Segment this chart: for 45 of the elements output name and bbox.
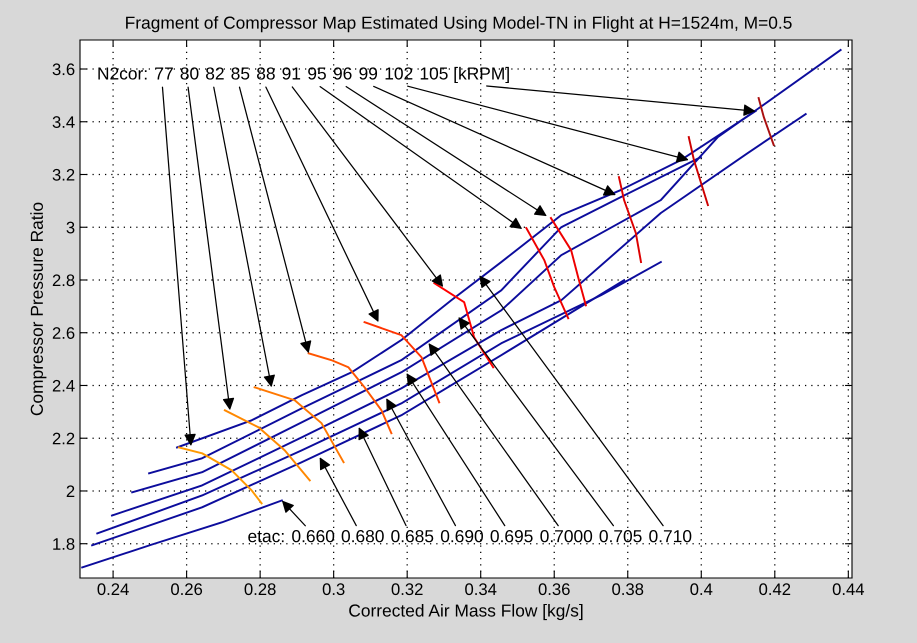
annotation: 0.685 <box>391 530 434 542</box>
annotation: 91 <box>282 67 300 80</box>
y-tick-label: 3.2 <box>52 168 74 181</box>
x-tick-label: 0.44 <box>832 583 864 596</box>
y-tick-label: 2.6 <box>52 327 74 339</box>
y-tick-label: 2 <box>66 485 74 498</box>
y-tick-label: 3.6 <box>52 63 74 76</box>
x-tick-label: 0.38 <box>612 583 644 596</box>
y-tick-label: 2.8 <box>52 274 74 286</box>
x-tick-label: 0.42 <box>759 583 790 596</box>
x-axis-title: Corrected Air Mass Flow [kg/s] <box>349 604 582 620</box>
annotation: 0.690 <box>440 530 483 542</box>
x-tick-label: 0.26 <box>171 583 202 596</box>
annotation: 0.705 <box>600 530 642 542</box>
annotation: 0.710 <box>649 530 692 542</box>
annotation: etac: <box>248 530 284 542</box>
annotation: 85 <box>231 67 250 80</box>
x-tick-label: 0.4 <box>690 583 712 596</box>
y-axis-title: Compressor Pressure Ratio <box>30 202 46 416</box>
x-tick-label: 0.36 <box>538 583 570 596</box>
annotation: 99 <box>359 67 378 80</box>
annotation: 77 <box>155 68 173 80</box>
y-tick-label: 2.4 <box>52 380 75 392</box>
annotation: 88 <box>256 67 275 80</box>
annotation: N2cor: <box>98 67 147 80</box>
annotation: 0.680 <box>342 530 384 542</box>
annotation: 96 <box>334 67 352 80</box>
x-tick-label: 0.24 <box>98 583 129 596</box>
x-tick-label: 0.28 <box>244 583 276 596</box>
x-tick-label: 0.32 <box>392 583 423 596</box>
x-tick-label: 0.3 <box>322 583 345 596</box>
annotation: 82 <box>206 67 224 80</box>
annotation: 0.7000 <box>540 530 592 542</box>
annotation: 105 [kRPM] <box>420 66 509 84</box>
annotation: 80 <box>180 67 198 80</box>
y-tick-label: 3 <box>66 222 74 234</box>
y-tick-label: 1.8 <box>53 538 74 550</box>
annotation: 95 <box>308 67 326 80</box>
chart-title: Fragment of Compressor Map Estimated Using Model-TN in Flight at H=1524m, M=0.5 <box>126 16 792 32</box>
annotation: 102 <box>386 67 412 80</box>
annotation: 0.660 <box>292 530 334 542</box>
x-tick-label: 0.34 <box>465 583 496 596</box>
annotation: 0.695 <box>490 530 533 542</box>
y-tick-label: 2.2 <box>52 432 74 444</box>
y-tick-label: 3.4 <box>52 116 75 128</box>
